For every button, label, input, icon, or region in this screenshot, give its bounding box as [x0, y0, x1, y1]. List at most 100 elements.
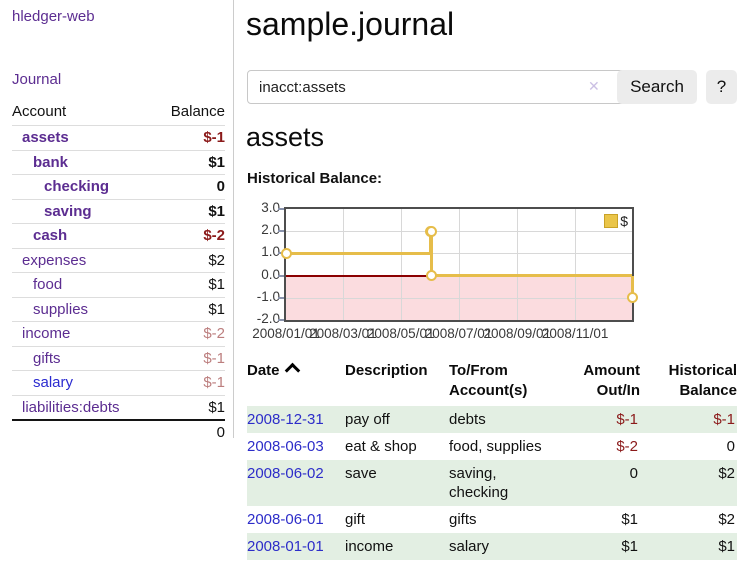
chart-legend: $: [604, 213, 628, 229]
account-balance: $-1: [203, 374, 225, 392]
account-link[interactable]: bank: [33, 153, 69, 171]
y-tick-label: 0.0: [261, 266, 280, 282]
x-tick-label: 2008/05/01: [366, 326, 435, 341]
account-row: cash $-2: [12, 223, 225, 249]
account-balance: $-2: [203, 227, 225, 245]
register-header-accounts: To/From Account(s): [449, 362, 528, 399]
account-balance: $2: [208, 251, 225, 269]
y-tick-mark: [278, 230, 284, 233]
page-title: sample.journal: [246, 6, 455, 42]
account-link[interactable]: assets: [22, 129, 69, 147]
transaction-description: pay off: [345, 406, 449, 433]
y-tick-label: 1.0: [261, 244, 280, 260]
account-row: checking 0: [12, 174, 225, 200]
table-row: 2008-01-01 income salary $1 $1: [247, 533, 737, 560]
account-balance: $1: [208, 300, 225, 318]
account-balance: $1: [208, 202, 225, 220]
register-header-balance: Historical Balance: [668, 362, 737, 399]
y-tick-mark: [278, 208, 284, 210]
data-point-marker: [280, 247, 292, 259]
account-link[interactable]: checking: [44, 178, 110, 196]
search-input[interactable]: [247, 70, 636, 104]
table-row: 2008-06-01 gift gifts $1 $2: [247, 506, 737, 533]
transaction-date-link[interactable]: 2008-01-01: [247, 538, 324, 555]
account-link[interactable]: saving: [44, 202, 92, 220]
transaction-accounts: salary: [449, 533, 557, 560]
transaction-balance: $-1: [640, 406, 737, 433]
x-gridline: [342, 209, 344, 320]
x-tick-label: 2008/11/01: [541, 326, 609, 341]
x-tick-label: 2008/01/01: [252, 326, 320, 341]
account-link[interactable]: salary: [33, 374, 74, 392]
transaction-description: save: [345, 460, 449, 506]
clear-search-icon[interactable]: ✕: [588, 78, 600, 94]
account-row: liabilities:debts $1: [12, 395, 225, 420]
app-title-link[interactable]: hledger-web: [12, 8, 95, 25]
transaction-balance: $2: [718, 511, 735, 528]
transaction-date-link[interactable]: 2008-06-01: [247, 511, 324, 528]
y-tick-label: -1.0: [256, 288, 280, 304]
y-tick-mark: [278, 296, 284, 299]
y-tick-mark: [278, 274, 284, 277]
x-gridline: [458, 209, 460, 320]
register-header-description: Description: [345, 362, 428, 379]
account-row: expenses $2: [12, 248, 225, 273]
transaction-description: gift: [345, 511, 366, 528]
chart-line-segment: [431, 274, 632, 278]
register-header-date[interactable]: Date: [247, 361, 345, 406]
table-row: 2008-06-03 eat & shop food, supplies $-2 0: [247, 433, 737, 460]
transaction-date-link[interactable]: 2008-12-31: [247, 411, 324, 428]
transaction-amount: $1: [621, 511, 638, 528]
data-point-marker: [425, 225, 437, 237]
transaction-amount: $1: [557, 533, 640, 560]
data-point-marker: [626, 292, 638, 304]
data-point-marker: [426, 270, 438, 282]
transaction-amount: $-2: [616, 438, 638, 455]
search-button[interactable]: Search: [617, 70, 697, 104]
x-gridline: [400, 209, 402, 320]
account-row: income $-2: [12, 321, 225, 347]
transaction-balance: 0: [726, 438, 735, 455]
y-tick-label: 3.0: [261, 200, 280, 215]
account-link[interactable]: cash: [33, 227, 68, 245]
sidebar-item-journal[interactable]: Journal: [12, 71, 62, 88]
transaction-date-link[interactable]: 2008-06-02: [247, 465, 324, 482]
account-link[interactable]: expenses: [22, 251, 87, 269]
account-link[interactable]: liabilities:debts: [22, 398, 120, 416]
account-balance: $1: [208, 398, 225, 416]
accounts-table-header-account: Account: [12, 103, 67, 120]
transaction-balance: $1: [640, 533, 737, 560]
account-balance: 0: [216, 178, 225, 196]
account-balance: $-1: [203, 349, 225, 367]
legend-swatch-icon: [604, 214, 619, 228]
y-tick-mark: [278, 319, 284, 321]
y-gridline: [286, 297, 632, 299]
chart-line-segment: [630, 275, 634, 298]
x-tick-label: 2008/03/01: [309, 326, 377, 341]
chart-line-segment: [428, 231, 432, 254]
account-row: assets $-1: [12, 125, 225, 151]
accounts-total-row: 0: [12, 419, 225, 445]
x-tick-label: 2008/07/01: [424, 326, 493, 341]
transaction-accounts: debts: [449, 406, 557, 433]
accounts-table: Account Balance assets $-1 bank $1 checking 0…: [12, 100, 225, 444]
transaction-accounts: gifts: [449, 511, 477, 528]
transaction-date-link[interactable]: 2008-06-03: [247, 438, 324, 455]
x-tick-label: 2008/09/01: [483, 326, 552, 341]
account-link[interactable]: gifts: [33, 349, 61, 367]
help-button[interactable]: ?: [706, 70, 737, 104]
transaction-description: eat & shop: [345, 438, 417, 455]
transaction-amount: 0: [557, 460, 640, 506]
account-link[interactable]: food: [33, 276, 63, 294]
y-tick-label: 2.0: [261, 222, 280, 238]
x-gridline: [575, 209, 577, 320]
account-link[interactable]: income: [22, 325, 71, 343]
chart-title: Historical Balance:: [247, 170, 383, 187]
account-row: food $1: [12, 272, 225, 298]
accounts-total-value: 0: [216, 423, 225, 441]
account-link[interactable]: supplies: [33, 300, 89, 318]
account-row: gifts $-1: [12, 346, 225, 371]
register-table: Date Description To/From Account(s) Amou…: [247, 361, 737, 560]
account-row: salary $-1: [12, 370, 225, 396]
register-header-amount: Amount Out/In: [583, 362, 640, 399]
